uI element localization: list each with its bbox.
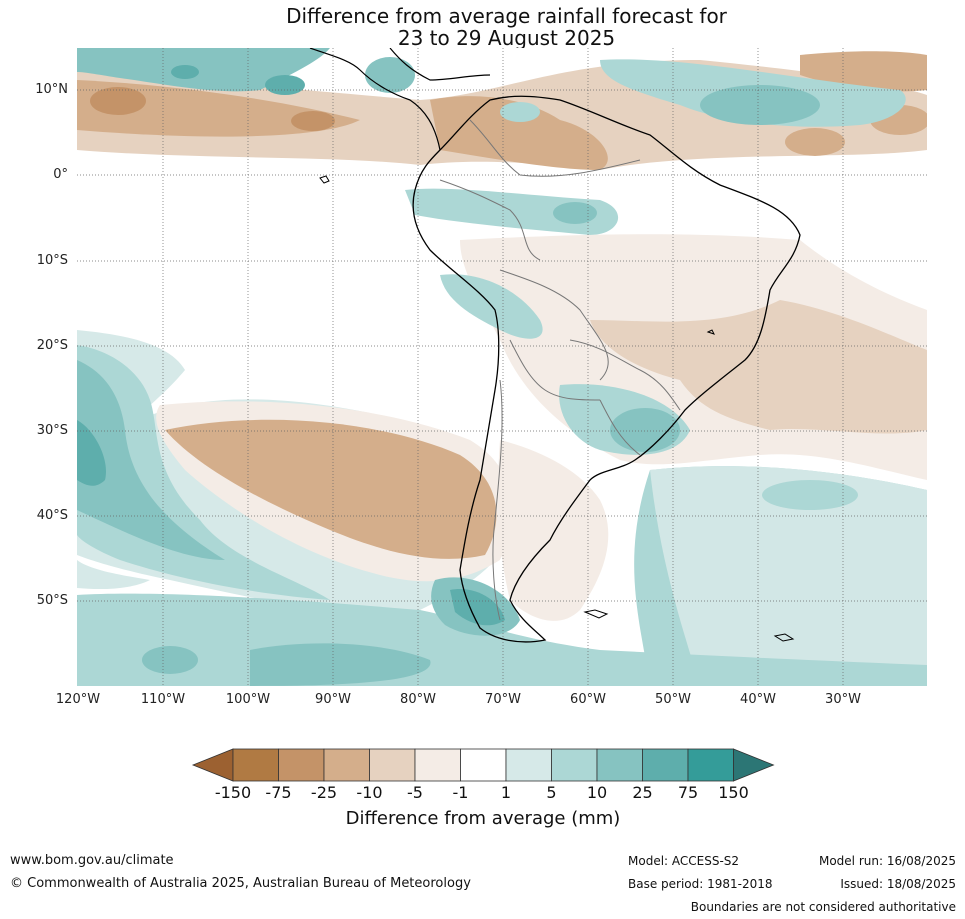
lon-label-120w: 120°W bbox=[55, 692, 101, 707]
atlantic-dry-3 bbox=[785, 128, 845, 156]
southern-wet-core-1 bbox=[250, 643, 431, 686]
model-text: Model: ACCESS-S2 bbox=[628, 854, 740, 868]
uruguay-wet-core bbox=[610, 408, 680, 452]
colorbar-swatch bbox=[278, 748, 325, 782]
graticule bbox=[77, 48, 927, 686]
colorbar-swatch bbox=[369, 748, 416, 782]
atlantic-dry bbox=[800, 51, 927, 92]
colorbar-tick-label: 5 bbox=[546, 783, 557, 802]
lat-label-10s: 10°S bbox=[36, 253, 68, 268]
south-america-coastline bbox=[412, 95, 801, 643]
colorbar-swatch bbox=[687, 748, 734, 782]
central-america-coastline bbox=[309, 48, 441, 151]
lat-label-20s: 20°S bbox=[36, 338, 68, 353]
map-title-line-1: Difference from average rainfall forecas… bbox=[286, 4, 727, 28]
colorbar-label: Difference from average (mm) bbox=[345, 808, 621, 829]
wet-core-1 bbox=[171, 65, 199, 79]
colorbar-tick-label: 10 bbox=[586, 783, 608, 802]
argentina-light-dry bbox=[498, 440, 609, 621]
colorbar-tick-label: -1 bbox=[452, 783, 469, 802]
colorbar bbox=[191, 748, 775, 782]
lon-label-90w: 90°W bbox=[315, 692, 351, 707]
north-dry-band-strong bbox=[77, 80, 360, 137]
lat-label-0: 0° bbox=[53, 167, 68, 182]
colorbar-tick-label: 1 bbox=[500, 783, 512, 802]
lon-label-80w: 80°W bbox=[400, 692, 436, 707]
central-america-wet bbox=[365, 57, 415, 93]
colorbar-tick-label: -75 bbox=[265, 783, 292, 802]
colombia-dry bbox=[430, 96, 608, 170]
colorbar-tick-label: -5 bbox=[407, 783, 423, 802]
colorbar-swatch bbox=[323, 748, 370, 782]
lon-label-40w: 40°W bbox=[740, 692, 776, 707]
map-title-line-2: 23 to 29 August 2025 bbox=[397, 26, 616, 50]
colorbar-tick-label: 150 bbox=[718, 783, 749, 802]
south-pacific-dry bbox=[165, 419, 497, 559]
islands bbox=[319, 175, 795, 642]
lon-label-100w: 100°W bbox=[225, 692, 271, 707]
venezuela-wet bbox=[500, 102, 540, 122]
colorbar-swatch bbox=[642, 748, 689, 782]
atlantic-wet-core bbox=[700, 85, 820, 125]
country-borders bbox=[439, 119, 681, 621]
copyright-text: © Commonwealth of Australia 2025, Austra… bbox=[10, 876, 471, 891]
disclaimer-text: Boundaries are not considered authoritat… bbox=[690, 900, 956, 914]
map-fields bbox=[77, 48, 927, 686]
south-atlantic-wet-core bbox=[762, 480, 858, 510]
equatorial-wet-core bbox=[553, 202, 597, 224]
colorbar-tick-label: -150 bbox=[214, 783, 252, 802]
south-pacific-wet-mid bbox=[77, 360, 225, 560]
colorbar-swatch bbox=[505, 748, 552, 782]
southern-wet-core-2 bbox=[142, 646, 198, 674]
colorbar-swatch bbox=[460, 748, 507, 782]
lon-label-60w: 60°W bbox=[570, 692, 606, 707]
lon-label-70w: 70°W bbox=[485, 692, 521, 707]
dry-core-2 bbox=[291, 111, 335, 131]
colorbar-arrow-high bbox=[733, 748, 775, 782]
issued-text: Issued: 18/08/2025 bbox=[840, 877, 956, 891]
colorbar-tick-label: -10 bbox=[356, 783, 383, 802]
lat-label-30s: 30°S bbox=[36, 423, 68, 438]
colorbar-tick-label: 75 bbox=[677, 783, 699, 802]
wet-core-2 bbox=[265, 75, 305, 95]
colorbar-swatch bbox=[551, 748, 598, 782]
colorbar-tick-label: -25 bbox=[310, 783, 338, 802]
lon-label-50w: 50°W bbox=[655, 692, 691, 707]
base-period-text: Base period: 1981-2018 bbox=[628, 877, 773, 891]
lon-label-110w: 110°W bbox=[140, 692, 186, 707]
colorbar-tick-label: 25 bbox=[632, 783, 653, 802]
lon-label-30w: 30°W bbox=[825, 692, 861, 707]
south-atlantic-very-light-wet bbox=[650, 466, 927, 686]
south-pacific-patch bbox=[77, 560, 150, 590]
colorbar-swatch bbox=[232, 748, 279, 782]
pacific-wet-north bbox=[77, 48, 330, 92]
colorbar-arrow-low bbox=[191, 748, 234, 782]
model-run-text: Model run: 16/08/2025 bbox=[818, 854, 956, 868]
website-link[interactable]: www.bom.gov.au/climate bbox=[10, 853, 174, 868]
dry-core-1 bbox=[90, 87, 146, 115]
colorbar-swatch bbox=[596, 748, 643, 782]
lat-label-50s: 50°S bbox=[36, 593, 68, 608]
colorbar-swatch bbox=[414, 748, 461, 782]
lat-label-10n: 10°N bbox=[35, 82, 68, 97]
lat-label-40s: 40°S bbox=[36, 508, 68, 523]
patagonia-wet-core bbox=[450, 589, 505, 626]
central-america-coastline-north bbox=[389, 48, 491, 81]
south-pacific-wet-core bbox=[77, 420, 106, 486]
